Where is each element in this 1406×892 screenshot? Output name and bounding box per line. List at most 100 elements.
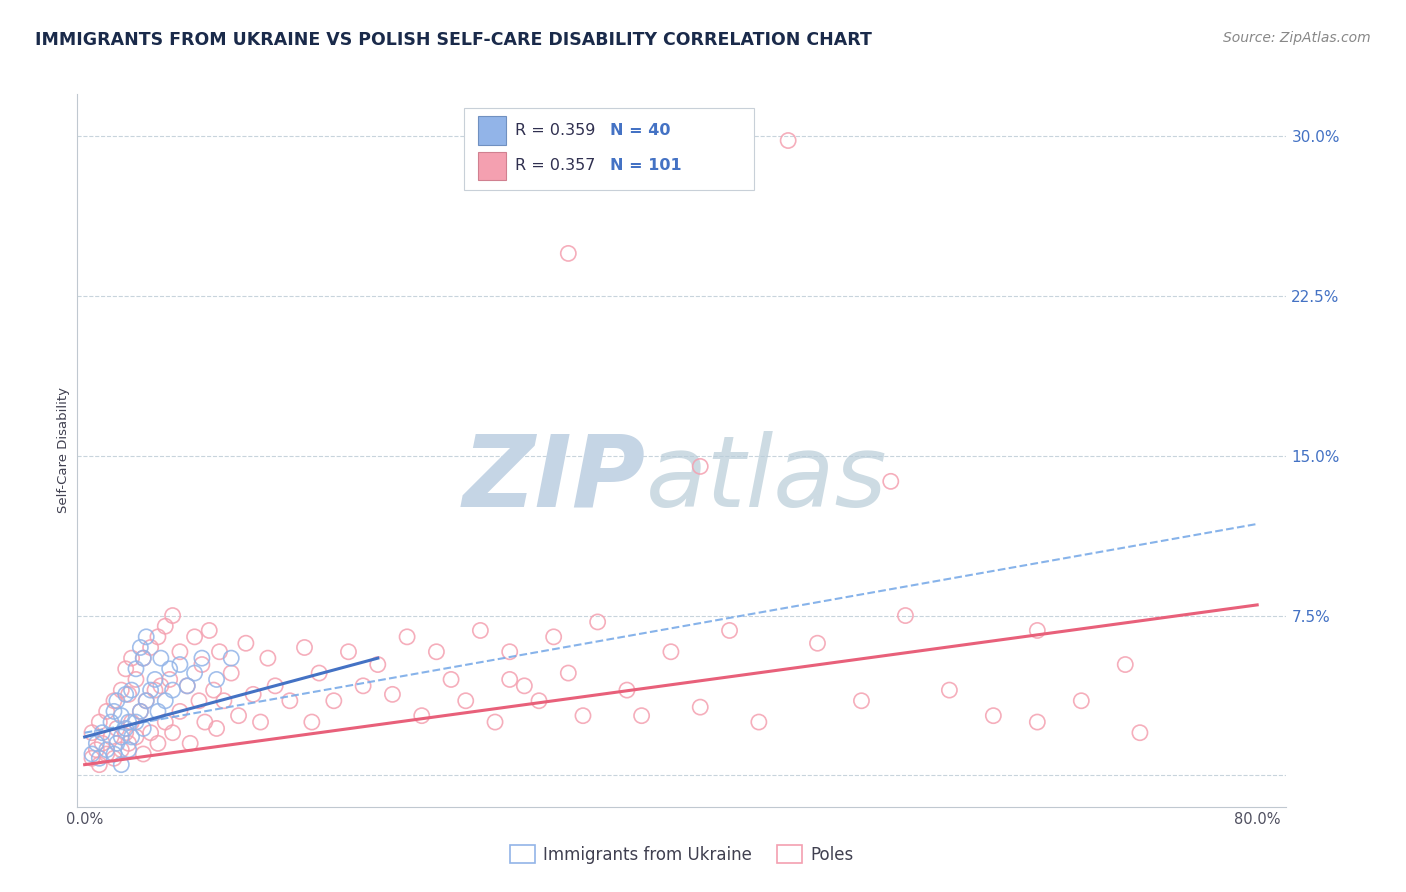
Point bbox=[249, 714, 271, 729]
Point bbox=[91, 736, 114, 750]
Point bbox=[121, 683, 143, 698]
Point bbox=[110, 708, 132, 723]
Point bbox=[188, 694, 211, 708]
Point bbox=[543, 630, 565, 644]
Point bbox=[143, 683, 166, 698]
Point bbox=[132, 651, 155, 665]
Point bbox=[308, 666, 330, 681]
Point bbox=[194, 714, 217, 729]
Point bbox=[470, 624, 492, 638]
Point bbox=[96, 743, 118, 757]
Point bbox=[183, 630, 205, 644]
Point bbox=[411, 708, 433, 723]
Point bbox=[228, 708, 250, 723]
Point bbox=[301, 714, 323, 729]
Point bbox=[103, 694, 125, 708]
Point bbox=[219, 651, 242, 665]
Text: IMMIGRANTS FROM UKRAINE VS POLISH SELF-CARE DISABILITY CORRELATION CHART: IMMIGRANTS FROM UKRAINE VS POLISH SELF-C… bbox=[35, 31, 872, 49]
Point bbox=[278, 694, 301, 708]
Point bbox=[169, 705, 191, 719]
Point bbox=[117, 714, 139, 729]
Point bbox=[198, 624, 221, 638]
Point bbox=[630, 708, 652, 723]
Point bbox=[337, 645, 360, 659]
Point bbox=[499, 673, 522, 687]
Point bbox=[748, 714, 770, 729]
Point bbox=[205, 722, 228, 736]
Point bbox=[139, 640, 162, 655]
Point bbox=[114, 662, 136, 676]
Point bbox=[86, 736, 108, 750]
Point bbox=[129, 705, 152, 719]
Point bbox=[294, 640, 316, 655]
Point bbox=[659, 645, 682, 659]
Point bbox=[135, 694, 157, 708]
Point bbox=[125, 662, 148, 676]
Point bbox=[155, 694, 177, 708]
Point bbox=[367, 657, 389, 672]
Point bbox=[162, 725, 184, 739]
Point bbox=[572, 708, 595, 723]
Point bbox=[1026, 624, 1049, 638]
Point bbox=[155, 714, 177, 729]
Point bbox=[96, 705, 118, 719]
Point bbox=[806, 636, 828, 650]
Point bbox=[454, 694, 477, 708]
Point bbox=[851, 694, 873, 708]
Point bbox=[80, 725, 103, 739]
Point bbox=[212, 694, 235, 708]
Point bbox=[114, 722, 136, 736]
Point bbox=[110, 743, 132, 757]
Point bbox=[159, 662, 181, 676]
Point bbox=[125, 673, 148, 687]
Point bbox=[169, 645, 191, 659]
Point bbox=[880, 475, 903, 489]
Point bbox=[89, 751, 111, 765]
Text: R = 0.359: R = 0.359 bbox=[515, 123, 595, 138]
Point bbox=[1129, 725, 1152, 739]
Point bbox=[202, 683, 225, 698]
Text: Source: ZipAtlas.com: Source: ZipAtlas.com bbox=[1223, 31, 1371, 45]
Point bbox=[557, 666, 579, 681]
Point bbox=[117, 687, 139, 701]
Point bbox=[149, 679, 172, 693]
Point bbox=[155, 619, 177, 633]
Text: atlas: atlas bbox=[645, 431, 887, 527]
Point bbox=[80, 747, 103, 761]
Point bbox=[159, 673, 181, 687]
Point bbox=[149, 651, 172, 665]
Point bbox=[121, 714, 143, 729]
Point bbox=[689, 700, 711, 714]
Point bbox=[208, 645, 231, 659]
Point bbox=[114, 687, 136, 701]
Point bbox=[129, 705, 152, 719]
Point bbox=[176, 679, 198, 693]
Point bbox=[322, 694, 344, 708]
Point bbox=[983, 708, 1005, 723]
Point bbox=[117, 736, 139, 750]
Text: N = 40: N = 40 bbox=[610, 123, 671, 138]
Point bbox=[91, 725, 114, 739]
Point bbox=[894, 608, 917, 623]
Legend: Immigrants from Ukraine, Poles: Immigrants from Ukraine, Poles bbox=[503, 838, 860, 871]
Point bbox=[162, 608, 184, 623]
Point bbox=[689, 459, 711, 474]
Text: ZIP: ZIP bbox=[463, 431, 645, 527]
Point bbox=[219, 666, 242, 681]
Point bbox=[110, 683, 132, 698]
Point bbox=[103, 705, 125, 719]
Point bbox=[176, 679, 198, 693]
Point bbox=[1070, 694, 1092, 708]
Text: R = 0.357: R = 0.357 bbox=[515, 159, 595, 173]
Point bbox=[135, 630, 157, 644]
Point bbox=[89, 757, 111, 772]
Point bbox=[169, 657, 191, 672]
Point bbox=[396, 630, 419, 644]
Point bbox=[86, 743, 108, 757]
Point bbox=[100, 714, 122, 729]
Point bbox=[586, 615, 609, 629]
Point bbox=[143, 673, 166, 687]
Point bbox=[105, 736, 128, 750]
Point bbox=[105, 694, 128, 708]
Point bbox=[110, 730, 132, 744]
